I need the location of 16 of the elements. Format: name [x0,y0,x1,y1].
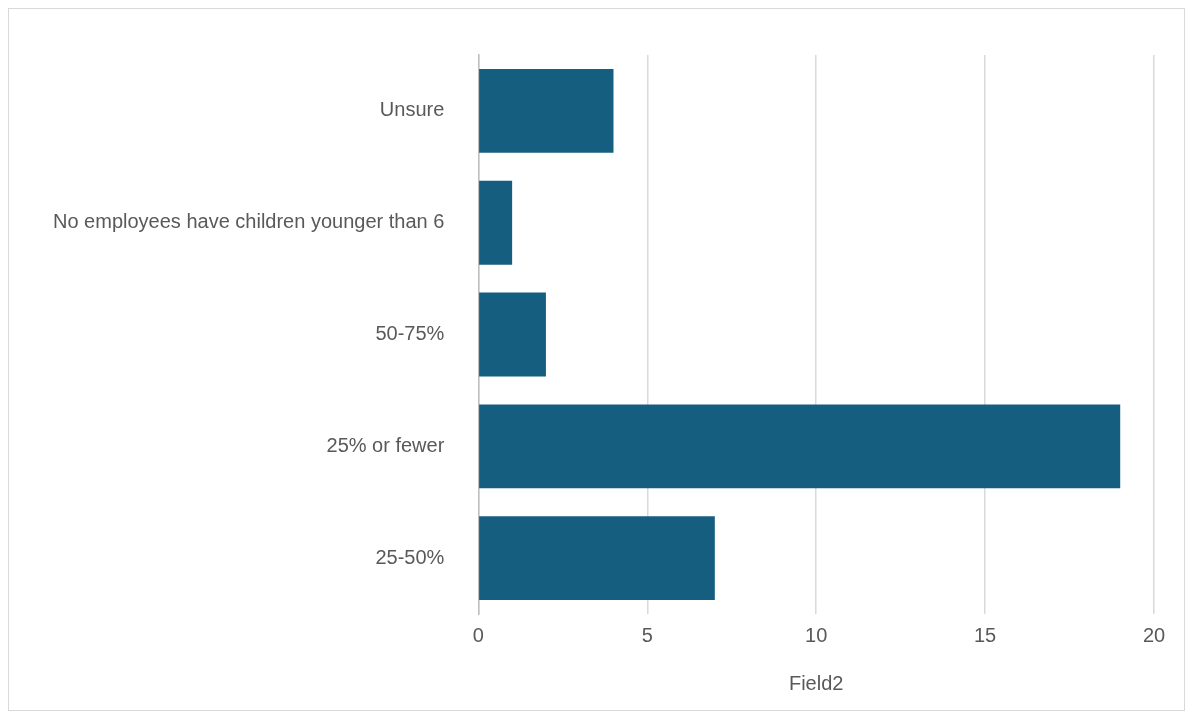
y-tick-label: 50-75% [375,322,445,345]
x-axis-title: Field2 [788,671,844,694]
x-tick-label: 5 [641,623,653,646]
x-tick-label: 20 [1142,623,1166,646]
bar [479,404,1121,489]
y-tick-label: No employees have children younger than 6 [53,210,445,233]
bar [479,292,546,377]
y-tick-label: 25% or fewer [326,433,445,456]
bar [479,68,614,153]
y-tick-label: 25-50% [375,545,445,568]
bar [479,516,715,601]
bar [479,180,513,265]
y-tick-label: Unsure [379,98,445,121]
x-tick-label: 10 [805,623,828,646]
x-tick-label: 15 [973,623,997,646]
x-tick-label: 0 [472,623,484,646]
